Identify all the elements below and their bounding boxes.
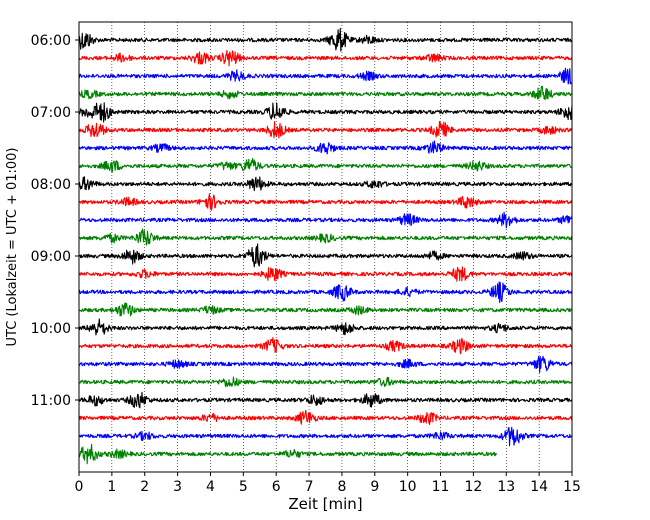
plot-frame <box>78 21 573 473</box>
x-tick-label-12: 12 <box>464 479 482 495</box>
grid-lines <box>111 22 540 472</box>
x-tick-label-11: 11 <box>432 479 450 495</box>
trace-0800 <box>78 176 573 192</box>
trace-0945 <box>78 302 573 317</box>
y-tick-label-1: 07:00 <box>31 105 71 121</box>
x-tick-label-13: 13 <box>497 479 515 495</box>
y-tick-label-2: 08:00 <box>31 177 71 193</box>
x-axis-label: Zeit [min] <box>288 495 362 513</box>
x-tick-label-3: 3 <box>173 479 182 495</box>
y-tick-label-5: 11:00 <box>31 393 71 409</box>
trace-1145 <box>78 443 497 465</box>
trace-1115 <box>78 409 573 426</box>
y-tick-label-4: 10:00 <box>31 321 71 337</box>
y-axis-label: UTC (Lokalzeit = UTC + 01:00) <box>5 148 20 347</box>
trace-0900 <box>78 243 573 268</box>
trace-0845 <box>78 228 573 246</box>
trace-1045 <box>78 376 573 388</box>
trace-0915 <box>78 266 573 282</box>
trace-1100 <box>78 391 573 409</box>
trace-0745 <box>78 157 573 174</box>
trace-0630 <box>78 67 573 85</box>
trace-0815 <box>78 193 573 211</box>
x-tick-label-6: 6 <box>272 479 281 495</box>
trace-0830 <box>78 211 573 229</box>
trace-0615 <box>78 49 573 67</box>
x-axis-ticks: 0 1 2 3 4 5 6 7 8 9 10 11 12 13 14 15 <box>75 472 581 495</box>
trace-1000 <box>78 318 573 336</box>
x-tick-label-14: 14 <box>530 479 548 495</box>
x-tick-label-7: 7 <box>305 479 314 495</box>
trace-0715 <box>78 120 573 139</box>
trace-0600 <box>78 27 573 52</box>
y-axis-ticks: 06:00 07:00 08:00 09:00 10:00 11:00 <box>31 33 79 409</box>
trace-1015 <box>78 337 573 355</box>
seismic-traces <box>78 27 573 465</box>
trace-1130 <box>78 426 573 447</box>
y-tick-label-0: 06:00 <box>31 33 71 49</box>
trace-0730 <box>78 140 573 155</box>
trace-0930 <box>78 281 573 304</box>
x-tick-label-0: 0 <box>75 479 84 495</box>
x-tick-label-9: 9 <box>370 479 379 495</box>
trace-1030 <box>78 355 573 374</box>
x-tick-label-1: 1 <box>107 479 116 495</box>
x-tick-label-15: 15 <box>563 479 581 495</box>
x-tick-label-4: 4 <box>206 479 215 495</box>
trace-0700 <box>78 102 573 123</box>
x-tick-label-5: 5 <box>239 479 248 495</box>
x-tick-label-8: 8 <box>337 479 346 495</box>
trace-0645 <box>78 85 573 101</box>
x-tick-label-2: 2 <box>140 479 149 495</box>
x-tick-label-10: 10 <box>399 479 417 495</box>
y-tick-label-3: 09:00 <box>31 249 71 265</box>
